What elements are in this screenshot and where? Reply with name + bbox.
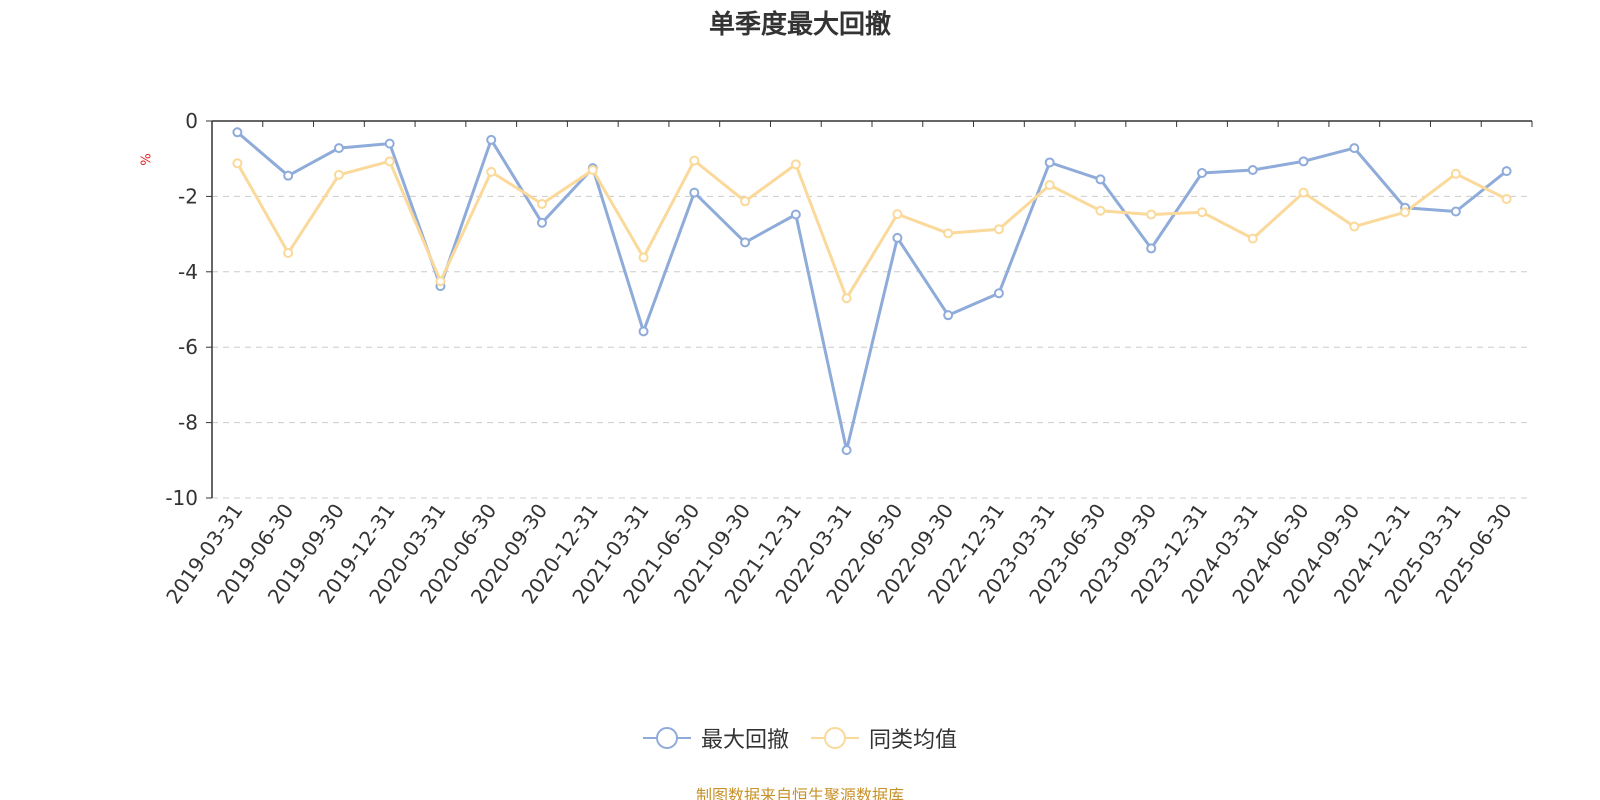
legend: 最大回撤 同类均值 bbox=[0, 722, 1600, 754]
data-point-0 bbox=[333, 143, 344, 154]
data-point-1 bbox=[333, 169, 344, 180]
data-point-1 bbox=[740, 196, 751, 207]
data-point-0 bbox=[486, 134, 497, 145]
data-point-0 bbox=[1197, 168, 1207, 179]
data-point-0 bbox=[1298, 156, 1309, 167]
data-point-1 bbox=[232, 158, 243, 169]
legend-label-peer-average: 同类均值 bbox=[869, 728, 958, 753]
legend-marker-max-drawdown bbox=[642, 726, 691, 750]
line-chart: 0-2-4-6-8-102019-03-312019-06-302019-09-… bbox=[161, 109, 1533, 608]
y-tick-label: -10 bbox=[165, 486, 198, 510]
tick-labels: 0-2-4-6-8-102019-03-312019-06-302019-09-… bbox=[161, 109, 1517, 608]
data-point-1 bbox=[587, 165, 598, 176]
y-tick-label: -4 bbox=[178, 260, 198, 284]
axes bbox=[206, 120, 1533, 499]
data-point-1 bbox=[1450, 168, 1461, 179]
data-point-1 bbox=[486, 166, 497, 177]
y-tick-label: -6 bbox=[178, 335, 198, 359]
legend-item-peer-average[interactable]: 同类均值 bbox=[811, 722, 957, 754]
data-point-0 bbox=[993, 288, 1004, 299]
data-point-0 bbox=[943, 310, 954, 321]
y-tick-label: -2 bbox=[178, 184, 198, 208]
data-point-0 bbox=[740, 237, 751, 248]
data-point-0 bbox=[892, 232, 903, 243]
data-point-0 bbox=[1044, 157, 1055, 168]
data-point-1 bbox=[1501, 194, 1512, 205]
data-point-0 bbox=[1095, 174, 1106, 185]
data-point-1 bbox=[1298, 187, 1309, 198]
data-point-0 bbox=[1146, 243, 1157, 254]
data-point-1 bbox=[993, 224, 1004, 235]
data-point-0 bbox=[1349, 143, 1360, 154]
data-point-1 bbox=[1095, 205, 1106, 216]
legend-marker-peer-average bbox=[811, 726, 859, 750]
series-line-0 bbox=[235, 130, 1509, 452]
data-point-0 bbox=[384, 138, 395, 149]
data-point-1 bbox=[1044, 180, 1055, 191]
y-tick-label: 0 bbox=[185, 109, 198, 133]
data-point-0 bbox=[232, 127, 243, 138]
data-point-0 bbox=[841, 445, 852, 456]
data-point-0 bbox=[689, 187, 700, 198]
source-note: 制图数据来自恒生聚源数据库 bbox=[695, 786, 904, 800]
data-point-1 bbox=[841, 293, 852, 304]
data-point-0 bbox=[537, 217, 547, 228]
data-point-1 bbox=[892, 209, 903, 220]
data-point-1 bbox=[1349, 221, 1360, 232]
data-point-1 bbox=[283, 247, 294, 258]
data-point-0 bbox=[790, 209, 801, 220]
data-point-0 bbox=[1247, 165, 1258, 176]
legend-item-max-drawdown[interactable]: 最大回撤 bbox=[642, 722, 789, 754]
data-point-1 bbox=[943, 228, 954, 239]
data-point-1 bbox=[1400, 207, 1411, 218]
data-point-0 bbox=[1450, 206, 1461, 217]
data-point-1 bbox=[384, 156, 395, 167]
data-point-1 bbox=[638, 252, 649, 263]
data-point-0 bbox=[1501, 166, 1512, 177]
data-point-1 bbox=[790, 159, 801, 170]
chart-title: 单季度最大回撤 bbox=[708, 10, 891, 40]
data-point-1 bbox=[1197, 207, 1207, 218]
data-point-1 bbox=[435, 276, 446, 287]
data-point-1 bbox=[689, 155, 700, 166]
data-point-0 bbox=[283, 170, 294, 181]
series-line-1 bbox=[235, 159, 1509, 300]
data-point-1 bbox=[1247, 233, 1258, 244]
series-lines bbox=[232, 127, 1512, 456]
data-point-1 bbox=[1146, 209, 1157, 220]
legend-label-max-drawdown: 最大回撤 bbox=[700, 728, 789, 753]
y-tick-label: -8 bbox=[178, 411, 198, 435]
data-point-0 bbox=[638, 326, 649, 337]
data-point-1 bbox=[537, 198, 547, 209]
